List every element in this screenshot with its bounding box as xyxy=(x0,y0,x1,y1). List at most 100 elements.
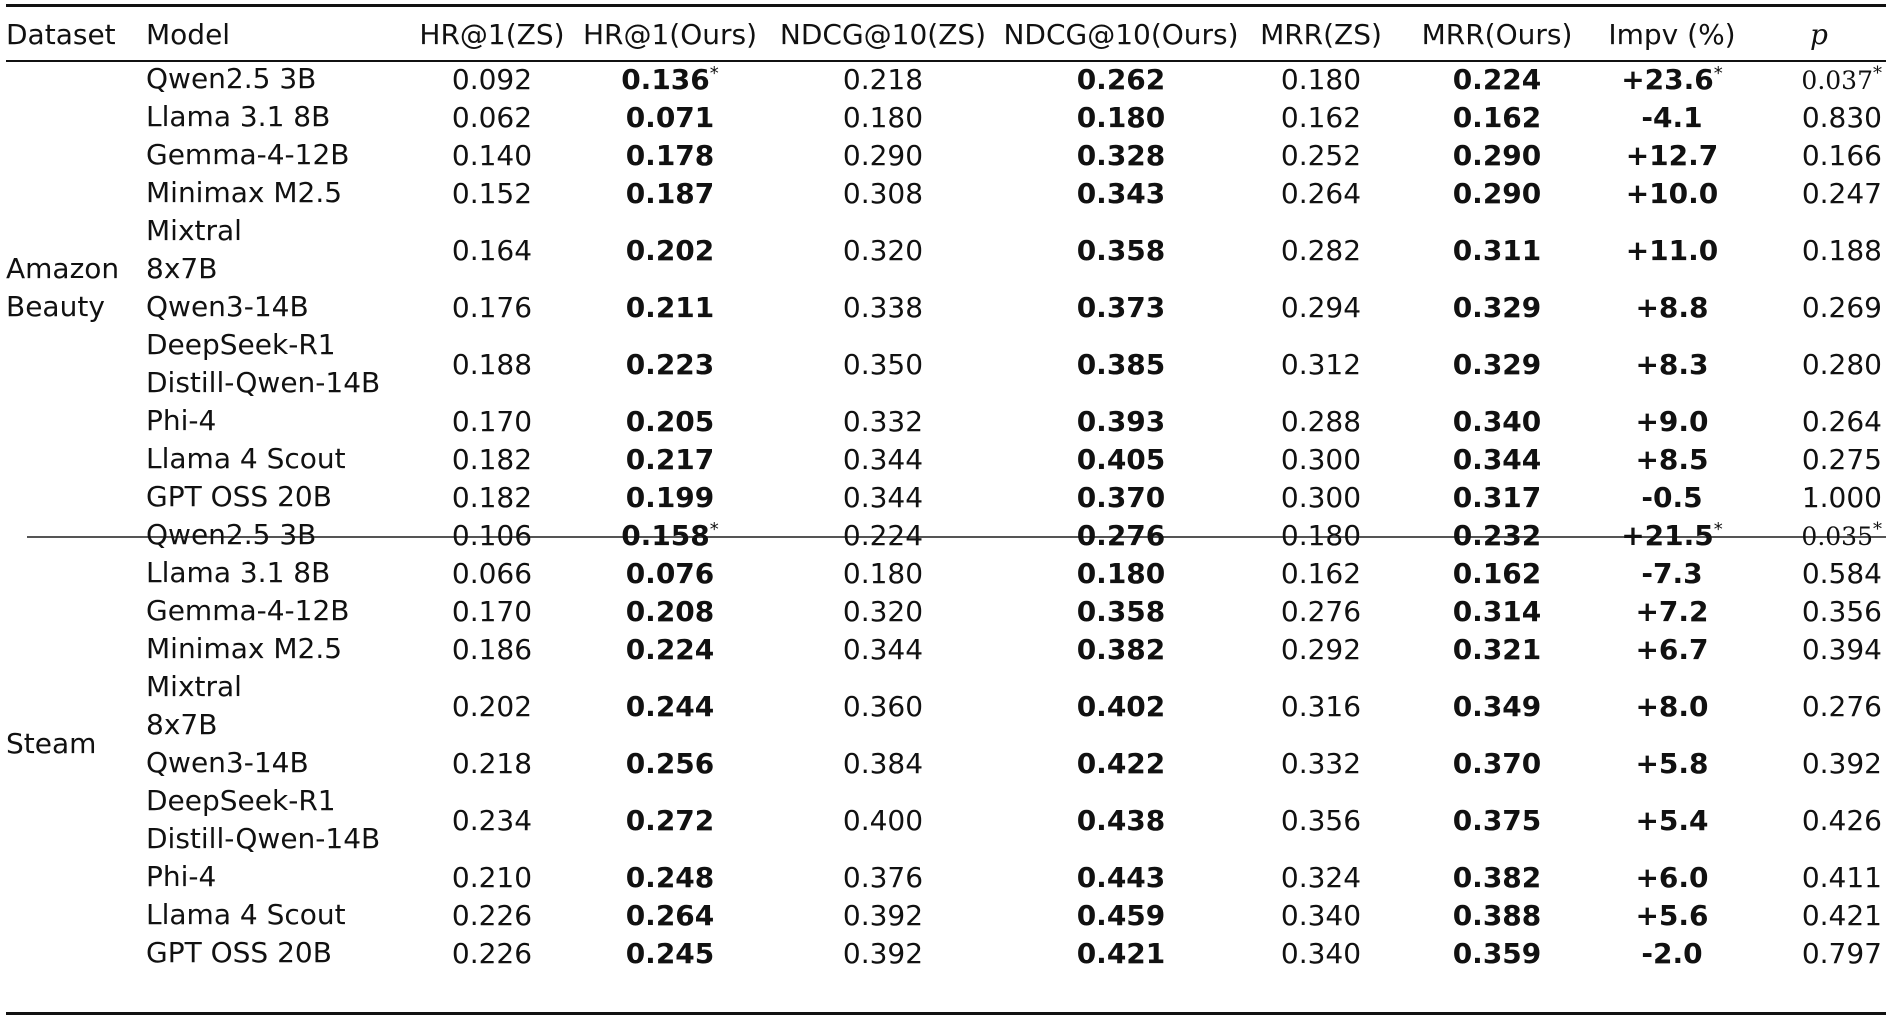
ndcg10-zs-cell: 0.320 xyxy=(764,212,1002,288)
model-name: DeepSeek-R1 Distill-Qwen-14B xyxy=(146,784,381,855)
model-name: Minimax M2.5 xyxy=(146,632,343,665)
mrr-ours-cell-value: 0.370 xyxy=(1452,746,1542,780)
p-value-cell-value: 0.411 xyxy=(1801,860,1882,894)
hr1-zs-cell-value: 0.106 xyxy=(451,518,533,552)
p-value-cell: 0.394 xyxy=(1752,630,1886,668)
ndcg10-zs-cell-value: 0.344 xyxy=(842,442,924,476)
ndcg10-ours-cell-value: 0.421 xyxy=(1076,936,1166,970)
significance-marker: * xyxy=(709,518,719,540)
hr1-ours-cell-value: 0.272 xyxy=(625,803,715,837)
impv-cell-value: +11.0 xyxy=(1625,233,1719,267)
p-value-cell: 0.276 xyxy=(1752,668,1886,744)
impv-cell: +5.4 xyxy=(1592,782,1752,858)
impv-cell-value: +23.6 xyxy=(1621,62,1714,96)
p-value-cell: 0.426 xyxy=(1752,782,1886,858)
hr1-ours-cell: 0.205 xyxy=(576,402,764,440)
impv-cell: +5.6 xyxy=(1592,896,1752,934)
model-cell: GPT OSS 20B xyxy=(146,478,408,516)
table-row: Phi-4 0.170 0.205 0.332 0.393 0.288 0.340 +9.0 0… xyxy=(6,402,1886,440)
group-separator-rule xyxy=(27,536,1886,538)
mrr-zs-cell: 0.340 xyxy=(1240,896,1402,934)
mrr-ours-cell-value: 0.388 xyxy=(1452,898,1542,932)
ndcg10-zs-cell: 0.180 xyxy=(764,554,1002,592)
table-row: Amazon Beauty Qwen2.5 3B 0.092 0.136* 0.218 0… xyxy=(6,60,1886,323)
hr1-ours-cell: 0.158* xyxy=(576,516,764,554)
model-cell: Qwen2.5 3B xyxy=(146,60,408,98)
table-row: DeepSeek-R1 Distill-Qwen-14B 0.234 0.272 0.… xyxy=(6,782,1886,858)
p-value-cell: 0.830 xyxy=(1752,98,1886,136)
p-value-cell: 0.411 xyxy=(1752,858,1886,896)
header-impv: Impv (%) xyxy=(1608,17,1736,51)
model-cell: Qwen3-14B xyxy=(146,288,408,326)
ndcg10-ours-cell: 0.373 xyxy=(1002,288,1240,326)
impv-cell-value: +6.7 xyxy=(1635,632,1709,666)
ndcg10-ours-cell-value: 0.382 xyxy=(1076,632,1166,666)
model-name: Gemma-4-12B xyxy=(146,138,350,171)
impv-cell-value: +6.0 xyxy=(1635,860,1709,894)
ndcg10-zs-cell: 0.332 xyxy=(764,402,1002,440)
hr1-ours-cell-value: 0.202 xyxy=(625,233,715,267)
mrr-zs-cell: 0.162 xyxy=(1240,98,1402,136)
impv-cell-value: +5.8 xyxy=(1635,746,1709,780)
table-row: Minimax M2.5 0.186 0.224 0.344 0.382 0.292 0.3… xyxy=(6,630,1886,668)
ndcg10-zs-cell: 0.308 xyxy=(764,174,1002,212)
mrr-zs-cell: 0.300 xyxy=(1240,440,1402,478)
mrr-ours-cell: 0.388 xyxy=(1402,896,1592,934)
ndcg10-ours-cell: 0.385 xyxy=(1002,326,1240,402)
mrr-zs-cell: 0.294 xyxy=(1240,288,1402,326)
impv-cell-value: +21.5 xyxy=(1621,518,1714,552)
mrr-ours-cell-value: 0.329 xyxy=(1452,347,1542,381)
model-name: Phi-4 xyxy=(146,404,217,437)
impv-cell-value: +12.7 xyxy=(1625,138,1719,172)
header-dataset: Dataset xyxy=(6,17,116,51)
significance-marker: * xyxy=(1713,518,1723,540)
mrr-zs-cell-value: 0.288 xyxy=(1280,404,1362,438)
header-p-value: p xyxy=(1810,17,1828,51)
hr1-zs-cell-value: 0.170 xyxy=(451,404,533,438)
mrr-ours-cell-value: 0.311 xyxy=(1452,233,1542,267)
ndcg10-ours-cell: 0.343 xyxy=(1002,174,1240,212)
impv-cell-value: +8.8 xyxy=(1635,290,1709,324)
table-row: Gemma-4-12B 0.140 0.178 0.290 0.328 0.252 0.29… xyxy=(6,136,1886,174)
ndcg10-ours-cell: 0.180 xyxy=(1002,98,1240,136)
model-name: DeepSeek-R1 Distill-Qwen-14B xyxy=(146,328,381,399)
table-row: Phi-4 0.210 0.248 0.376 0.443 0.324 0.382 +6.0 0… xyxy=(6,858,1886,896)
p-value-cell-value: 0.247 xyxy=(1801,176,1882,210)
hr1-zs-cell-value: 0.170 xyxy=(451,594,533,628)
ndcg10-ours-cell: 0.382 xyxy=(1002,630,1240,668)
model-cell: Gemma-4-12B xyxy=(146,592,408,630)
significance-marker: * xyxy=(1873,519,1882,540)
mrr-ours-cell: 0.162 xyxy=(1402,98,1592,136)
ndcg10-zs-cell-value: 0.344 xyxy=(842,480,924,514)
group-steam: Steam Qwen2.5 3B 0.106 0.158* 0.224 0.276 0.18… xyxy=(6,516,1886,972)
hr1-zs-cell: 0.218 xyxy=(408,744,576,782)
hr1-zs-cell-value: 0.140 xyxy=(451,138,533,172)
ndcg10-zs-cell: 0.392 xyxy=(764,896,1002,934)
hr1-ours-cell: 0.187 xyxy=(576,174,764,212)
hr1-zs-cell-value: 0.182 xyxy=(451,442,533,476)
ndcg10-ours-cell: 0.180 xyxy=(1002,554,1240,592)
mrr-ours-cell-value: 0.329 xyxy=(1452,290,1542,324)
hr1-zs-cell-value: 0.210 xyxy=(451,860,533,894)
ndcg10-zs-cell-value: 0.218 xyxy=(842,62,924,96)
ndcg10-zs-cell: 0.180 xyxy=(764,98,1002,136)
model-name: GPT OSS 20B xyxy=(146,480,332,513)
impv-cell-value: -7.3 xyxy=(1641,556,1703,590)
ndcg10-zs-cell: 0.224 xyxy=(764,516,1002,554)
impv-cell-value: -0.5 xyxy=(1641,480,1703,514)
mrr-ours-cell: 0.349 xyxy=(1402,668,1592,744)
ndcg10-ours-cell: 0.405 xyxy=(1002,440,1240,478)
p-value-cell: 0.356 xyxy=(1752,592,1886,630)
model-name: Llama 4 Scout xyxy=(146,442,346,475)
top-rule xyxy=(6,4,1886,7)
mrr-ours-cell-value: 0.359 xyxy=(1452,936,1542,970)
mrr-ours-cell: 0.375 xyxy=(1402,782,1592,858)
hr1-ours-cell-value: 0.187 xyxy=(625,176,715,210)
dataset-label: Steam xyxy=(6,727,97,760)
model-name: Llama 3.1 8B xyxy=(146,100,331,133)
ndcg10-zs-cell: 0.344 xyxy=(764,630,1002,668)
p-value-cell-value: 0.188 xyxy=(1801,233,1882,267)
ndcg10-ours-cell: 0.438 xyxy=(1002,782,1240,858)
p-value-cell-value: 0.356 xyxy=(1801,594,1882,628)
hr1-ours-cell: 0.256 xyxy=(576,744,764,782)
